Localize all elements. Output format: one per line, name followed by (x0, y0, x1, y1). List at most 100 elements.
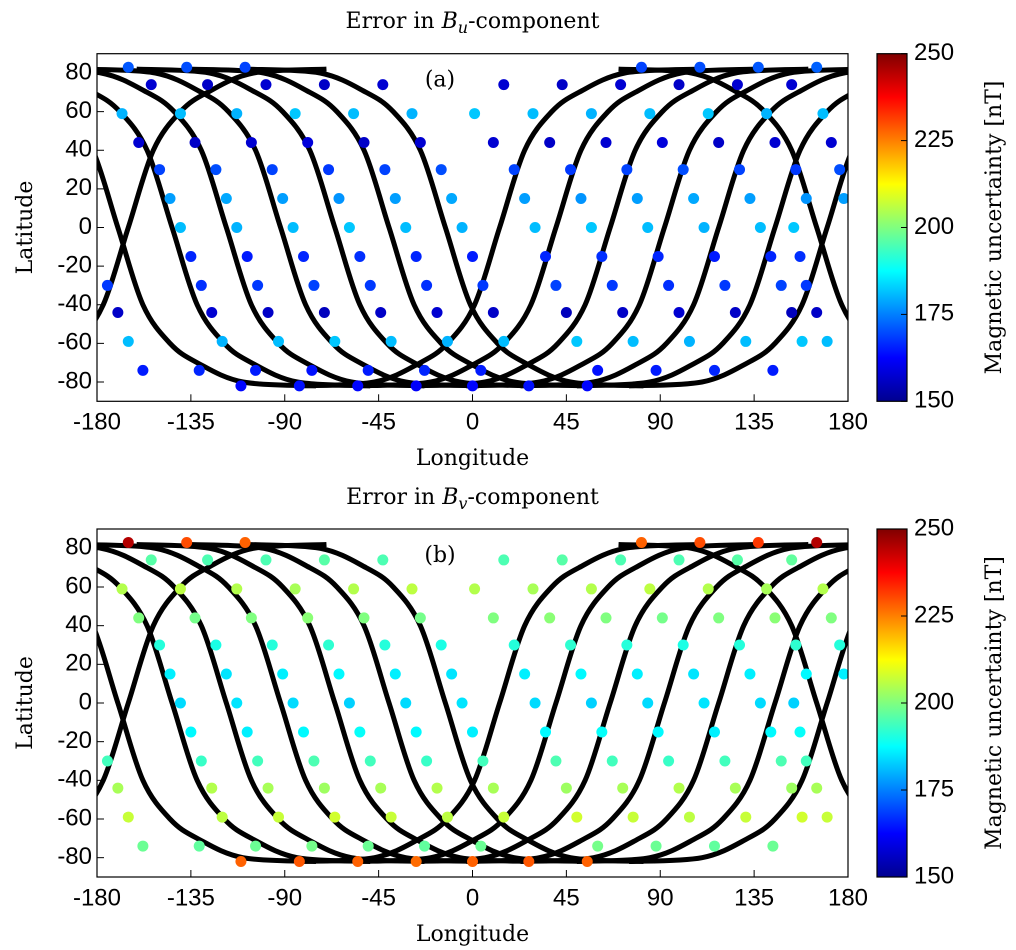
data-point (189, 137, 201, 149)
colorbar-tick-label: 225 (914, 601, 954, 628)
data-point (419, 840, 431, 852)
data-point (769, 137, 781, 149)
data-point (635, 61, 647, 73)
data-point (298, 726, 310, 738)
data-point (744, 193, 756, 205)
data-point (266, 639, 278, 651)
data-point (446, 668, 458, 680)
data-point (817, 108, 829, 120)
data-point (817, 583, 829, 595)
x-tick-label: -180 (73, 884, 121, 911)
data-point (122, 537, 134, 549)
data-point (467, 250, 478, 262)
ground-track (576, 92, 848, 389)
data-point (318, 554, 330, 566)
data-point (560, 782, 572, 794)
data-point (260, 79, 272, 91)
data-point (527, 108, 539, 120)
y-tick-label: 80 (65, 534, 92, 561)
data-point (767, 364, 779, 376)
data-point (556, 554, 568, 566)
data-point (788, 697, 800, 709)
panel-annotation: (b) (424, 543, 455, 568)
data-point (796, 335, 808, 347)
data-point (477, 755, 489, 767)
data-point (193, 840, 205, 852)
data-point (487, 782, 499, 794)
ground-track (247, 66, 644, 389)
data-point (615, 79, 627, 91)
data-point (644, 108, 656, 120)
panel: Error in Bv-component -180 -135 -90 -45 0 45 90… (13, 485, 1007, 947)
data-point (677, 164, 689, 176)
data-point (389, 668, 401, 680)
data-point (786, 306, 798, 318)
data-point (475, 840, 487, 852)
data-point (565, 639, 577, 651)
data-point (663, 279, 675, 291)
data-point (838, 668, 848, 680)
data-point (752, 61, 764, 73)
y-tick-label: 0 (79, 213, 92, 240)
data-point (250, 364, 262, 376)
data-point (410, 856, 422, 868)
data-point (122, 61, 134, 73)
data-point (477, 279, 489, 291)
data-point (811, 61, 823, 73)
data-point (498, 79, 510, 91)
data-point (475, 364, 487, 376)
data-point (656, 137, 668, 149)
data-point (348, 108, 360, 120)
data-point (456, 222, 468, 233)
data-point (786, 79, 798, 91)
data-point (414, 137, 426, 149)
data-point (642, 697, 654, 709)
data-point (767, 840, 779, 852)
data-point (421, 279, 433, 291)
data-point (329, 335, 341, 347)
data-point (189, 612, 201, 624)
data-point (729, 306, 741, 318)
data-point (116, 583, 128, 595)
data-point (550, 755, 562, 767)
x-tick-label: -90 (267, 884, 302, 911)
data-point (811, 537, 823, 549)
colorbar-tick-label: 175 (914, 775, 954, 802)
data-point (354, 250, 366, 262)
x-axis-label: Longitude (416, 922, 529, 947)
data-point (761, 583, 773, 595)
data-point (652, 726, 664, 738)
data-point (752, 537, 764, 549)
data-point (683, 811, 695, 823)
data-point (790, 164, 802, 176)
data-point (713, 137, 725, 149)
data-point (210, 639, 222, 651)
data-point (790, 639, 802, 651)
data-point (615, 554, 627, 566)
data-point (348, 583, 360, 595)
data-point (719, 279, 731, 291)
data-point (575, 193, 587, 205)
data-point (318, 79, 330, 91)
data-point (112, 782, 124, 794)
title-text: -component (468, 9, 600, 34)
x-tick-label: 45 (553, 409, 580, 436)
data-point (446, 193, 458, 205)
ground-track (618, 541, 848, 798)
data-point (673, 306, 685, 318)
data-point (673, 554, 685, 566)
data-point (708, 250, 720, 262)
data-point (241, 726, 253, 738)
data-point (308, 755, 320, 767)
data-point (811, 306, 823, 318)
data-point (683, 335, 695, 347)
title-text: -component (467, 485, 599, 510)
data-point (592, 364, 604, 376)
panel-title: Error in Bv-component (346, 485, 599, 513)
y-tick-label: 40 (65, 136, 92, 163)
data-point (206, 306, 218, 318)
data-point (174, 697, 186, 709)
data-point (220, 668, 232, 680)
data-point (235, 856, 247, 868)
data-point (800, 668, 812, 680)
